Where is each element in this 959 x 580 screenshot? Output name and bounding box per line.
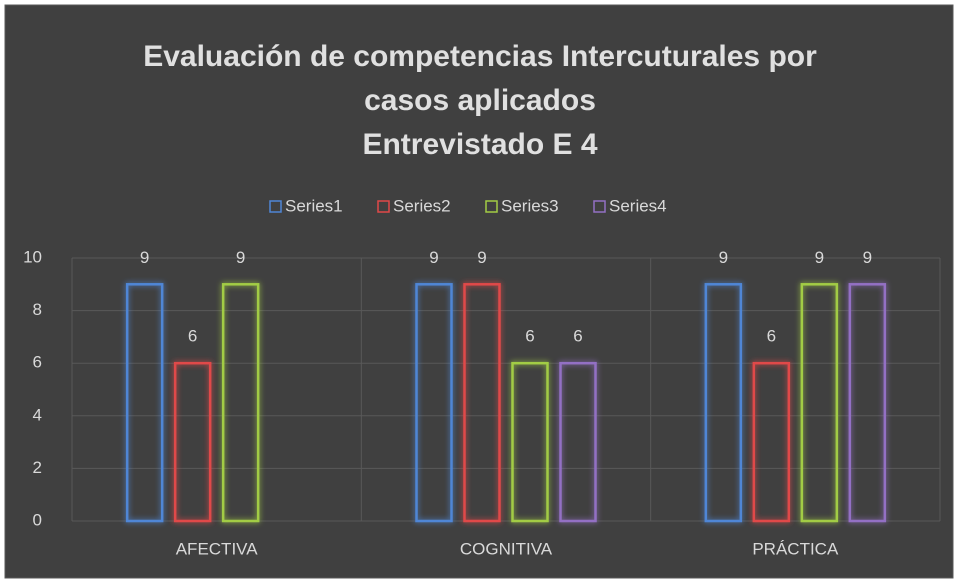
data-label: 9 xyxy=(863,248,872,267)
bar xyxy=(415,283,453,523)
data-label: 6 xyxy=(573,327,582,346)
chart-title: casos aplicados xyxy=(364,84,596,117)
data-label: 9 xyxy=(140,248,149,267)
bar xyxy=(848,283,887,523)
bar xyxy=(511,361,549,523)
x-tick-label: PRÁCTICA xyxy=(752,539,839,558)
legend-label: Series2 xyxy=(393,196,451,215)
bar xyxy=(800,283,839,523)
chart-title: Entrevistado E 4 xyxy=(362,128,597,161)
legend-swatch xyxy=(377,200,390,213)
x-tick-label: AFECTIVA xyxy=(176,539,259,558)
bar xyxy=(463,283,501,523)
data-label: 6 xyxy=(188,327,197,346)
bar xyxy=(559,361,597,523)
chart-title: Evaluación de competencias Intercuturale… xyxy=(143,40,817,73)
legend-swatch xyxy=(593,200,606,213)
legend-label: Series1 xyxy=(285,196,343,215)
x-tick-label: COGNITIVA xyxy=(460,539,553,558)
y-tick-label: 10 xyxy=(23,247,42,266)
data-label: 9 xyxy=(236,248,245,267)
bar xyxy=(704,283,743,523)
y-tick-label: 8 xyxy=(33,300,42,319)
y-tick-label: 6 xyxy=(33,353,42,372)
y-tick-label: 4 xyxy=(33,405,42,424)
bar xyxy=(221,283,260,523)
legend-swatch xyxy=(485,200,498,213)
legend-label: Series4 xyxy=(609,196,667,215)
y-tick-label: 0 xyxy=(33,510,42,529)
data-label: 9 xyxy=(477,248,486,267)
bar xyxy=(125,283,164,523)
bar xyxy=(173,361,212,523)
data-label: 9 xyxy=(429,248,438,267)
data-label: 6 xyxy=(767,327,776,346)
legend-label: Series3 xyxy=(501,196,559,215)
data-label: 6 xyxy=(525,327,534,346)
legend-swatch xyxy=(269,200,282,213)
data-label: 9 xyxy=(719,248,728,267)
data-label: 9 xyxy=(815,248,824,267)
y-tick-label: 2 xyxy=(33,458,42,477)
bar xyxy=(752,361,791,523)
